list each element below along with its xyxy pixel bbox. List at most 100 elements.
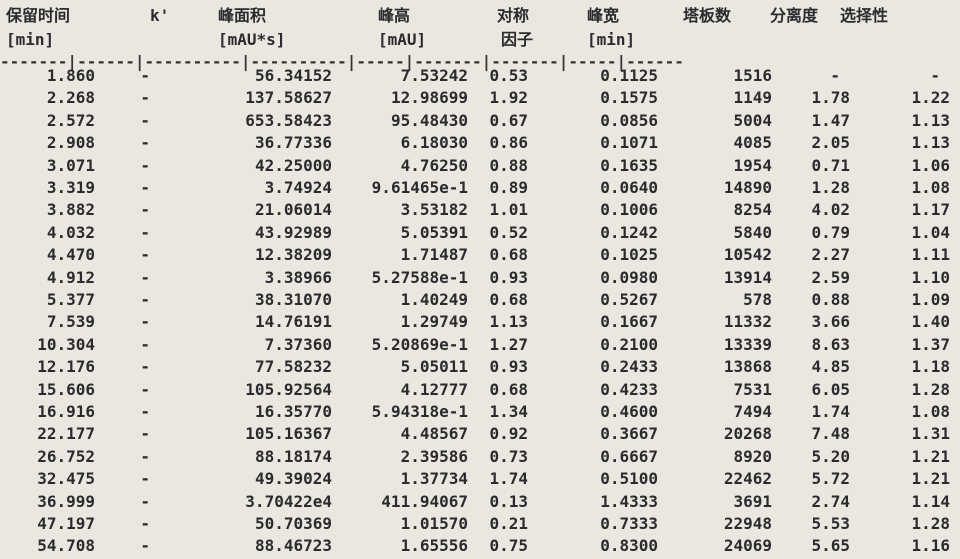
cell-peak-height: 2.39586 <box>400 446 468 466</box>
table-row: 22.177 - 105.16367 4.48567 0.92 0.3667 20268 7.… <box>0 423 960 445</box>
cell-peak-area: 21.06014 <box>254 200 332 220</box>
cell-plate-count: 13339 <box>723 334 772 354</box>
header-label: 峰高 <box>378 6 411 25</box>
cell-selectivity: 1.40 <box>911 312 950 332</box>
cell-k-prime: - <box>140 334 150 354</box>
cell-resolution: 5.65 <box>811 536 850 556</box>
cell-k-prime: - <box>140 290 150 309</box>
cell-resolution: 2.74 <box>811 491 850 511</box>
cell-peak-height: 5.94318e-1 <box>371 402 468 421</box>
cell-resolution: 2.27 <box>811 245 850 265</box>
table-row: 1.860 - 56.34152 7.53242 0.53 0.1125 1516 - - <box>0 65 960 87</box>
table-row: 10.304 - 7.37360 5.20869e-1 1.27 0.2100 13339 8… <box>0 334 960 356</box>
cell-peak-width: 0.1006 <box>600 200 658 220</box>
header-selectivity: 选择性 <box>840 4 888 28</box>
cell-peak-area: 88.18174 <box>254 446 332 466</box>
cell-resolution: 3.66 <box>811 312 850 332</box>
cell-symmetry-factor: 0.53 <box>489 66 528 85</box>
cell-resolution: 5.72 <box>811 469 850 489</box>
cell-plate-count: 7494 <box>733 402 772 421</box>
cell-symmetry-factor: 0.89 <box>489 178 528 197</box>
cell-symmetry-factor: 1.34 <box>489 402 528 421</box>
cell-k-prime: - <box>140 110 150 130</box>
cell-selectivity: 1.22 <box>911 88 950 108</box>
cell-symmetry-factor: 1.27 <box>489 334 528 354</box>
header-resolution: 分离度 <box>770 4 818 28</box>
cell-selectivity: 1.31 <box>911 424 950 444</box>
cell-plate-count: 13868 <box>723 357 772 377</box>
cell-peak-width: 0.1025 <box>600 245 658 265</box>
cell-k-prime: - <box>140 424 150 444</box>
cell-peak-width: 0.0856 <box>600 110 658 130</box>
table-row: 4.470 - 12.38209 1.71487 0.68 0.1025 10542 2.27… <box>0 244 960 266</box>
cell-k-prime: - <box>140 469 150 489</box>
cell-selectivity: 1.08 <box>911 402 950 421</box>
cell-peak-width: 0.1071 <box>600 133 658 153</box>
cell-peak-area: 105.92564 <box>245 379 332 399</box>
header-unit: [min] <box>6 30 55 49</box>
cell-selectivity: 1.11 <box>911 245 950 265</box>
table-row: 7.539 - 14.76191 1.29749 1.13 0.1667 11332 3.66… <box>0 311 960 333</box>
table-row: 16.916 - 16.35770 5.94318e-1 1.34 0.4600 7494 1… <box>0 401 960 423</box>
cell-peak-height: 1.65556 <box>400 536 468 556</box>
cell-resolution: 4.02 <box>811 200 850 220</box>
cell-resolution: 2.59 <box>811 267 850 287</box>
cell-retention-time: 2.268 <box>46 88 95 108</box>
cell-peak-width: 0.0980 <box>600 267 658 287</box>
table-row: 2.572 - 653.58423 95.48430 0.67 0.0856 5004 1.4… <box>0 110 960 132</box>
cell-symmetry-factor: 1.74 <box>489 469 528 489</box>
table-row: 2.268 - 137.58627 12.98699 1.92 0.1575 1149 1.7… <box>0 87 960 109</box>
cell-selectivity: 1.08 <box>911 178 950 197</box>
cell-resolution: 5.53 <box>811 514 850 533</box>
cell-peak-width: 0.5100 <box>600 469 658 489</box>
cell-resolution: - <box>830 66 840 85</box>
cell-k-prime: - <box>140 245 150 265</box>
cell-selectivity: 1.16 <box>911 536 950 556</box>
cell-k-prime: - <box>140 491 150 511</box>
cell-selectivity: 1.06 <box>911 155 950 175</box>
cell-k-prime: - <box>140 66 150 85</box>
cell-k-prime: - <box>140 357 150 377</box>
cell-plate-count: 24069 <box>723 536 772 556</box>
header-unit: [min] <box>587 30 636 49</box>
table-row: 5.377 - 38.31070 1.40249 0.68 0.5267 578 0.88 1.… <box>0 289 960 311</box>
cell-k-prime: - <box>140 267 150 287</box>
cell-retention-time: 2.908 <box>46 133 95 153</box>
cell-selectivity: 1.13 <box>911 110 950 130</box>
cell-peak-height: 1.01570 <box>400 514 468 533</box>
cell-symmetry-factor: 0.73 <box>489 446 528 466</box>
cell-plate-count: 14890 <box>723 178 772 197</box>
header-label: 对称 <box>497 6 530 25</box>
cell-selectivity: 1.28 <box>911 514 950 533</box>
table-row: 15.606 - 105.92564 4.12777 0.68 0.4233 7531 6.0… <box>0 379 960 401</box>
cell-symmetry-factor: 0.88 <box>489 155 528 175</box>
header-k-prime: k' <box>150 4 169 28</box>
cell-plate-count: 8920 <box>733 446 772 466</box>
cell-symmetry-factor: 1.13 <box>489 312 528 332</box>
cell-k-prime: - <box>140 402 150 421</box>
table-row: 3.071 - 42.25000 4.76250 0.88 0.1635 1954 0.71 1… <box>0 155 960 177</box>
cell-peak-area: 49.39024 <box>254 469 332 489</box>
cell-symmetry-factor: 0.93 <box>489 357 528 377</box>
cell-symmetry-factor: 0.68 <box>489 290 528 309</box>
cell-peak-height: 5.05391 <box>400 222 468 242</box>
cell-peak-area: 7.37360 <box>264 334 332 354</box>
header-label: 峰面积 <box>218 6 267 25</box>
table-row: 36.999 - 3.70422e4 411.94067 0.13 1.4333 3691 2… <box>0 491 960 513</box>
cell-peak-height: 3.53182 <box>400 200 468 220</box>
cell-plate-count: 11332 <box>723 312 772 332</box>
cell-plate-count: 4085 <box>733 133 772 153</box>
cell-peak-area: 12.38209 <box>254 245 332 265</box>
cell-plate-count: 7531 <box>733 379 772 399</box>
cell-peak-area: 88.46723 <box>254 536 332 556</box>
table-row: 3.319 - 3.74924 9.61465e-1 0.89 0.0640 14890 1.… <box>0 177 960 199</box>
cell-retention-time: 54.708 <box>37 536 95 556</box>
cell-peak-width: 0.6667 <box>600 446 658 466</box>
cell-symmetry-factor: 1.92 <box>489 88 528 108</box>
cell-plate-count: 5840 <box>733 222 772 242</box>
table-header: 保留时间 [min] k' 峰面积 [mAU*s] 峰高 [mAU] 对称 因子 峰宽 [min] 塔… <box>0 4 960 54</box>
cell-k-prime: - <box>140 536 150 556</box>
cell-retention-time: 3.319 <box>46 178 95 197</box>
cell-k-prime: - <box>140 446 150 466</box>
cell-k-prime: - <box>140 200 150 220</box>
